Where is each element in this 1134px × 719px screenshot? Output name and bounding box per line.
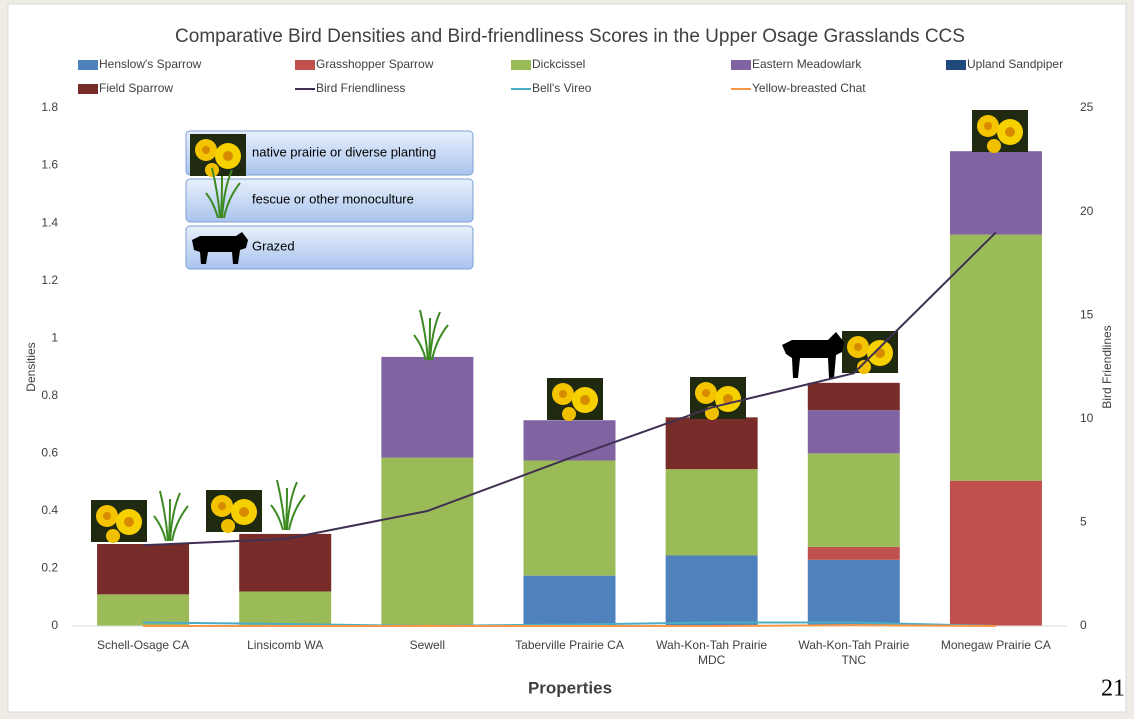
annotation: fescue or other monoculture <box>252 191 414 206</box>
x-axis-title: Properties <box>528 678 612 697</box>
bar-segment <box>950 151 1042 234</box>
y-tick-label: 0.4 <box>41 503 58 517</box>
bar-segment <box>666 469 758 555</box>
y2-tick-label: 10 <box>1080 411 1094 425</box>
bar-segment <box>808 453 900 547</box>
y-tick-label: 1.4 <box>41 215 58 229</box>
bar-segment <box>381 458 473 626</box>
x-tick-label: Schell-Osage CA <box>77 638 209 653</box>
legend-label: Bell's Vireo <box>532 81 592 95</box>
y-tick-label: 1.6 <box>41 158 58 172</box>
y-tick-label: 0.8 <box>41 388 58 402</box>
legend-marker <box>511 60 531 70</box>
flower-icon <box>547 378 603 421</box>
bar-segment <box>524 420 616 460</box>
legend-marker <box>295 60 315 70</box>
legend-marker <box>731 60 751 70</box>
bar-segment <box>524 461 616 576</box>
legend-label: Eastern Meadowlark <box>752 57 862 71</box>
legend-marker <box>946 60 966 70</box>
y-tick-label: 1 <box>51 330 58 344</box>
bar-segment <box>97 544 189 594</box>
y2-tick-label: 20 <box>1080 204 1094 218</box>
y2-tick-label: 25 <box>1080 100 1094 114</box>
bar-segment <box>950 235 1042 481</box>
legend-label: Upland Sandpiper <box>967 57 1063 71</box>
bar-segment <box>239 591 331 626</box>
bar-segment <box>808 560 900 626</box>
chart-title: Comparative Bird Densities and Bird-frie… <box>175 26 965 47</box>
bar-segment <box>97 594 189 626</box>
legend-label: Field Sparrow <box>99 81 173 95</box>
bar-segment <box>381 357 473 458</box>
bar-segment <box>524 576 616 626</box>
y-tick-label: 0 <box>51 618 58 632</box>
y-tick-label: 0.2 <box>41 561 58 575</box>
y-tick-label: 1.2 <box>41 273 58 287</box>
legend-marker <box>78 60 98 70</box>
x-tick-label: Sewell <box>361 638 493 653</box>
y2-axis-title: Bird Friendlines <box>1100 325 1114 408</box>
flower-icon <box>91 500 147 543</box>
flower-icon <box>972 110 1028 153</box>
y-tick-label: 0.6 <box>41 446 58 460</box>
y2-tick-label: 0 <box>1080 618 1087 632</box>
flower-icon <box>690 377 746 420</box>
legend-label: Henslow's Sparrow <box>99 57 202 71</box>
x-tick-label: Taberville Prairie CA <box>504 638 636 653</box>
bar-segment <box>666 417 758 469</box>
x-tick-label: Monegaw Prairie CA <box>930 638 1062 653</box>
chart: Comparative Bird Densities and Bird-frie… <box>0 0 1134 719</box>
legend-label: Grasshopper Sparrow <box>316 57 434 71</box>
bar-segment <box>808 383 900 410</box>
legend-label: Dickcissel <box>532 57 585 71</box>
flower-icon <box>190 134 246 177</box>
legend-label: Yellow-breasted Chat <box>752 81 866 95</box>
bar-segment <box>666 555 758 626</box>
annotation: Grazed <box>252 238 295 253</box>
flower-icon <box>206 490 262 533</box>
bar-segment <box>808 547 900 560</box>
slide: Comparative Bird Densities and Bird-frie… <box>0 0 1134 719</box>
x-tick-label: Wah-Kon-Tah Prairie TNC <box>788 638 920 668</box>
line <box>143 625 996 626</box>
y2-tick-label: 15 <box>1080 307 1094 321</box>
y2-tick-label: 5 <box>1080 515 1087 529</box>
annotation: native prairie or diverse planting <box>252 144 436 159</box>
legend-label: Bird Friendliness <box>316 81 405 95</box>
bar-segment <box>239 534 331 592</box>
y-tick-label: 1.8 <box>41 100 58 114</box>
x-tick-label: Wah-Kon-Tah Prairie MDC <box>646 638 778 668</box>
y-axis-title: Densities <box>24 342 38 391</box>
legend-marker <box>78 84 98 94</box>
x-tick-label: Linsicomb WA <box>219 638 351 653</box>
page-number: 21 <box>1101 676 1125 702</box>
bar-segment <box>950 481 1042 626</box>
bar-segment <box>808 410 900 453</box>
